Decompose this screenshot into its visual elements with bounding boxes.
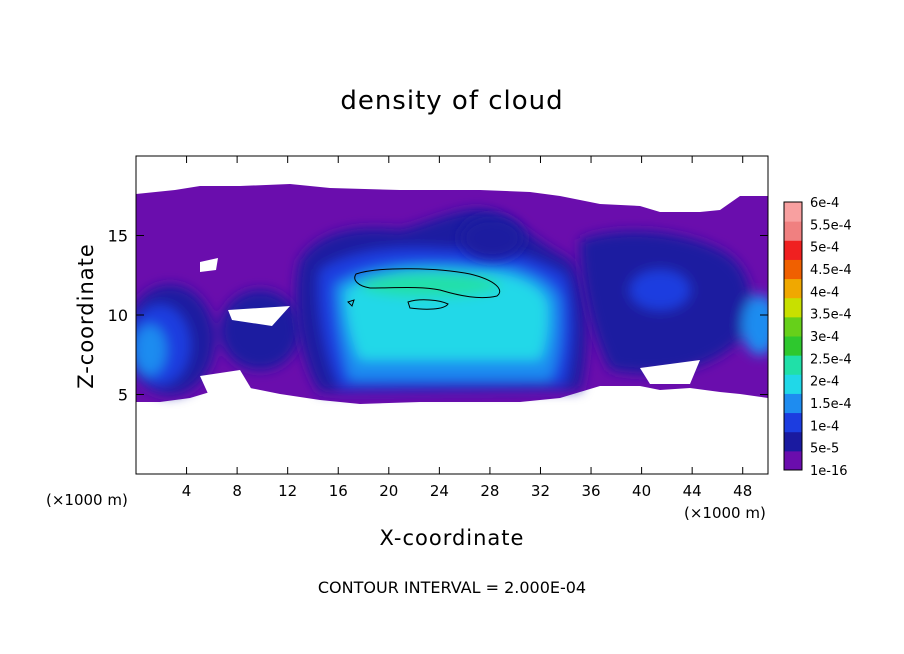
y-tick-label: 10 [108,306,128,325]
x-tick-label: 40 [632,482,651,500]
colorbar: 1e-16 5e-5 1e-4 1.5e-4 2e-4 2.5e-4 3e-4 3.5e-4 4… [783,196,852,479]
colorbar-label: 1e-4 [810,419,839,434]
main-cloud [296,209,587,392]
colorbar-label: 5.5e-4 [810,218,852,233]
x-tick-label: 32 [531,482,550,500]
x-tick-label: 48 [733,482,752,500]
x-tick-label: 16 [329,482,348,500]
x-axis-label: X-coordinate [379,526,525,550]
z-unit-label: (×1000 m) [46,491,128,509]
contour-lines [347,268,501,310]
colorbar-label: 2e-4 [810,375,839,390]
contour-line [407,299,449,310]
x-tick-label: 4 [182,482,192,500]
colorbar-label: 1.5e-4 [810,397,852,412]
colorbar-label: 4e-4 [810,285,839,300]
colorbar-label: 4.5e-4 [810,263,852,278]
colorbar-swatch [784,450,802,471]
colorbar-label: 6e-4 [810,196,839,211]
x-tick-label: 12 [278,482,297,500]
contour-line [354,268,501,299]
colorbar-swatch [784,221,802,241]
contour-line [347,299,355,307]
colorbar-label: 2.5e-4 [810,352,852,367]
colorbar-swatch [784,259,802,280]
x-tick-label: 44 [683,482,702,500]
colorbar-label: 5e-5 [810,442,839,457]
x-unit-label: (×1000 m) [684,504,766,522]
x-tick-label: 28 [480,482,499,500]
colorbar-swatch [784,431,802,452]
colorbar-swatch [784,240,802,260]
cloud-density-field [136,184,768,404]
chart-title: density of cloud [340,86,564,116]
colorbar-swatch [784,297,802,318]
y-axis-label: Z-coordinate [74,243,98,389]
x-tick-label: 24 [430,482,449,500]
contour-interval-note: CONTOUR INTERVAL = 2.000E-04 [317,578,587,597]
colorbar-swatch [784,374,802,394]
colorbar-label: 3e-4 [810,330,839,345]
colorbar-frame [783,201,803,471]
colorbar-label: 5e-4 [810,241,839,256]
x-tick-label: 8 [232,482,242,500]
x-tick-label: 20 [379,482,398,500]
colorbar-swatch [784,336,802,356]
left-cloud [136,285,300,395]
colorbar-swatch [784,412,802,433]
y-axis-ticks: 5 10 15 [108,227,768,405]
colorbar-swatch [784,278,802,299]
right-cloud [460,216,768,374]
colorbar-label: 3.5e-4 [810,308,852,323]
colorbar-swatch [784,355,802,375]
y-tick-label: 5 [118,386,128,405]
y-tick-label: 15 [108,227,128,246]
colorbar-label: 1e-16 [810,464,848,479]
colorbar-swatch [784,316,802,337]
colorbar-swatch [784,202,802,222]
x-axis-ticks: 4 8 12 16 20 24 28 32 36 40 44 48 [182,156,752,500]
x-tick-label: 36 [581,482,600,500]
clear-air-gaps [200,258,700,398]
colorbar-swatch [784,393,802,414]
